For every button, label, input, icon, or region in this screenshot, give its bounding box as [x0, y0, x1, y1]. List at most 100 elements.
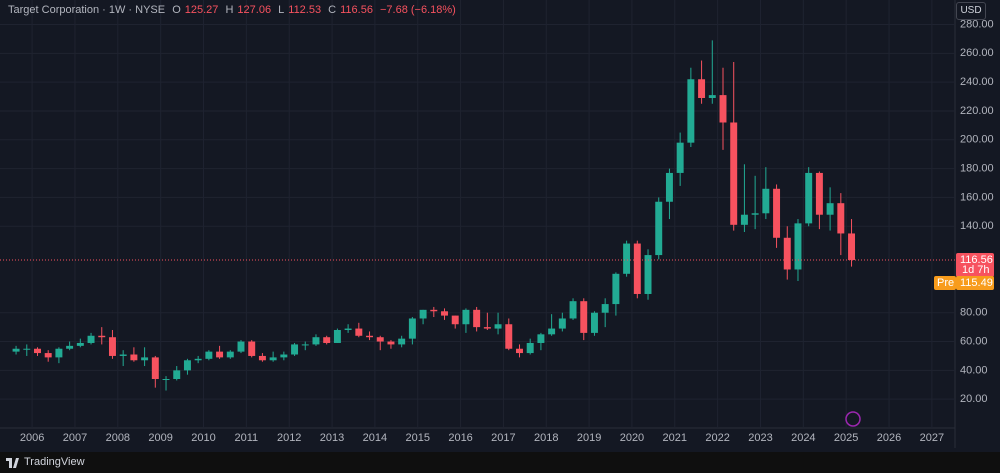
candle-body	[665, 172, 673, 202]
premarket-price: 115.49	[960, 277, 993, 289]
candle-body	[376, 337, 384, 342]
candle-body	[601, 304, 609, 313]
candle-body	[269, 357, 277, 361]
candle-body	[569, 301, 577, 319]
candle-body	[815, 172, 823, 215]
plot-background	[0, 0, 955, 428]
candle-body	[623, 243, 631, 274]
candle-body	[612, 273, 620, 305]
event-icon[interactable]	[845, 411, 861, 427]
price-label-box	[956, 253, 994, 278]
x-tick-label: 2021	[663, 432, 687, 444]
candle-body	[87, 335, 95, 343]
x-tick-label: 2010	[191, 432, 215, 444]
candle-body	[226, 351, 234, 358]
y-tick-label: 160.00	[960, 191, 994, 203]
candle-body	[473, 309, 481, 328]
brand: TradingView	[24, 456, 85, 468]
x-tick-label: 2008	[106, 432, 130, 444]
x-tick-label: 2016	[448, 432, 472, 444]
x-tick-label: 2011	[235, 432, 259, 444]
candle-body	[430, 309, 438, 312]
y-tick-label: 260.00	[960, 47, 994, 59]
candle-body	[23, 348, 31, 350]
premarket-label: Pre	[937, 277, 954, 289]
candle-body	[151, 357, 159, 380]
x-tick-label: 2015	[405, 432, 429, 444]
x-tick-label: 2007	[63, 432, 87, 444]
candle-body	[98, 335, 106, 338]
candle-body	[355, 328, 363, 336]
x-tick-label: 2018	[534, 432, 558, 444]
candle-body	[590, 312, 598, 333]
x-tick-label: 2012	[277, 432, 301, 444]
candle-body	[633, 243, 641, 294]
y-tick-label: 20.00	[960, 393, 988, 405]
candle-body	[248, 341, 256, 356]
candle-body	[366, 335, 374, 338]
candle-body	[323, 337, 331, 343]
candle-body	[483, 327, 491, 329]
candle-body	[398, 338, 406, 345]
candle-body	[848, 233, 856, 261]
candle-body	[280, 354, 288, 358]
candle-body	[173, 370, 181, 380]
candle-body	[130, 354, 138, 361]
candle-body	[258, 355, 266, 361]
x-tick-label: 2013	[320, 432, 344, 444]
candle-body	[548, 328, 556, 335]
x-tick-label: 2014	[363, 432, 387, 444]
candle-body	[301, 344, 309, 346]
candle-body	[44, 353, 52, 358]
candle-body	[441, 311, 448, 316]
y-tick-label: 80.00	[960, 307, 988, 319]
ohlc-value: 125.27	[184, 4, 219, 16]
candle-body	[344, 328, 352, 331]
candle-body	[580, 301, 588, 333]
candle-body	[537, 334, 545, 343]
countdown: 1d 7h	[962, 264, 990, 276]
candle-body	[740, 214, 748, 225]
candle-body	[826, 203, 834, 215]
candle-body	[805, 172, 813, 224]
y-tick-label: 200.00	[960, 134, 994, 146]
candle-body	[676, 142, 684, 173]
y-tick-label: 220.00	[960, 105, 994, 117]
y-tick-label: 280.00	[960, 18, 994, 30]
candle-body	[55, 348, 63, 358]
currency-button[interactable]: USD	[956, 2, 986, 20]
candle-body	[237, 341, 245, 352]
candle-body	[12, 348, 20, 352]
ohlc-value: 116.56	[340, 4, 373, 16]
candle-body	[419, 309, 427, 319]
x-tick-label: 2009	[148, 432, 172, 444]
candle-body	[333, 330, 341, 343]
candle-body	[516, 348, 523, 354]
x-tick-label: 2025	[834, 432, 858, 444]
x-tick-label: 2027	[920, 432, 944, 444]
logo	[6, 458, 19, 468]
x-tick-label: 2020	[620, 432, 644, 444]
candle-body	[291, 344, 299, 355]
candle-body	[408, 318, 416, 339]
ohlc-label: H	[225, 4, 234, 16]
ohlc-label: O	[172, 4, 181, 16]
candle-body	[216, 351, 224, 358]
candle-body	[76, 342, 84, 346]
ohlc-label: L	[278, 4, 285, 16]
candle-body	[462, 309, 470, 325]
candle-body	[183, 360, 191, 371]
candle-body	[494, 324, 502, 329]
candle-body	[837, 203, 845, 234]
candle-body	[730, 122, 738, 225]
candle-body	[762, 188, 770, 214]
candle-body	[387, 341, 395, 345]
price-label: 116.56	[960, 254, 993, 266]
x-tick-label: 2022	[705, 432, 729, 444]
candle-body	[751, 213, 759, 215]
candle-body	[794, 223, 802, 270]
premarket-box	[956, 276, 994, 291]
candle-body	[119, 354, 127, 356]
x-tick-label: 2026	[877, 432, 901, 444]
